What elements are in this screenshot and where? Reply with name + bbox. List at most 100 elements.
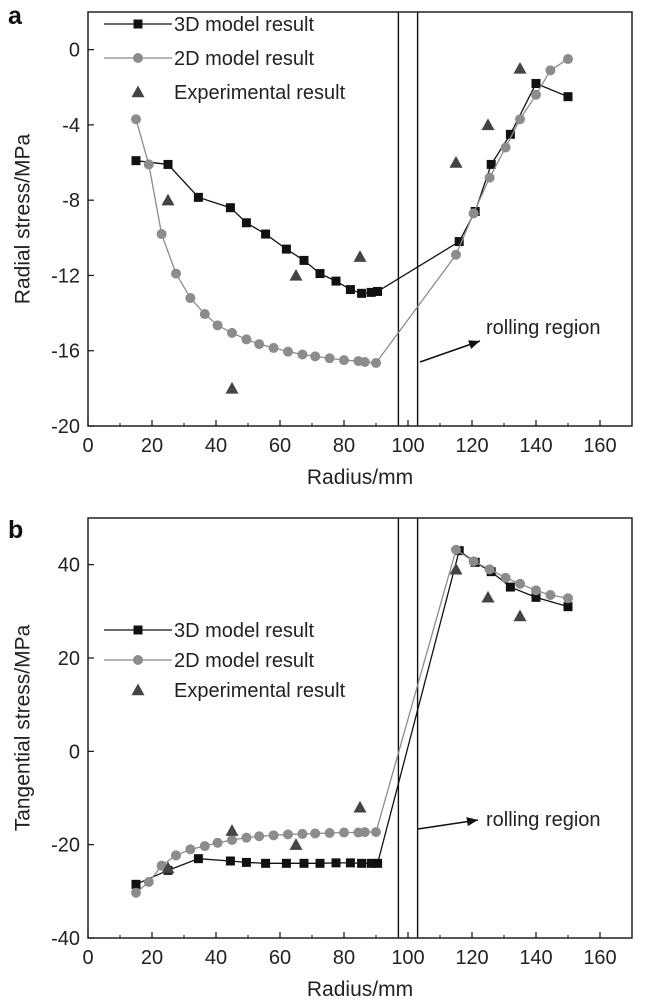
x-axis-label: Radius/mm (307, 466, 413, 489)
y-tick-label: -4 (62, 115, 80, 137)
data-point (486, 159, 496, 169)
x-tick-label: 160 (583, 435, 616, 457)
series-circle (131, 54, 573, 368)
data-point (297, 349, 308, 360)
data-point (353, 250, 367, 262)
data-point (261, 858, 271, 868)
legend-label: 3D model result (174, 620, 315, 642)
data-point (143, 877, 154, 887)
data-point (563, 54, 573, 65)
data-point (193, 192, 203, 202)
data-point (131, 114, 141, 125)
x-tick-label: 20 (141, 435, 163, 457)
data-point (339, 355, 349, 366)
series-line (135, 549, 569, 885)
data-point (545, 65, 556, 76)
x-tick-label: 160 (583, 947, 616, 969)
plot-frame (87, 517, 633, 939)
data-point (299, 858, 309, 868)
x-tick-label: 40 (205, 435, 227, 457)
legend-label: 2D model result (174, 48, 315, 70)
data-point (315, 269, 325, 279)
data-point (513, 609, 527, 622)
data-point (331, 858, 341, 868)
data-point (297, 828, 308, 839)
data-point (505, 582, 515, 592)
x-axis-label: Radius/mm (307, 978, 413, 1001)
panel-b: 0 20 40 60 80 100 120 140 160 40 20 0 -20 -40 Radius/m… (8, 516, 633, 1001)
data-point (481, 118, 495, 131)
x-tick-label: 0 (82, 947, 93, 969)
data-point (212, 837, 223, 848)
data-point (310, 828, 321, 839)
x-tick-label: 20 (141, 947, 163, 969)
data-point (281, 858, 291, 868)
legend: 3D model result 2D model result Experiment… (104, 14, 346, 104)
series-triangle (161, 61, 527, 394)
data-point (254, 831, 265, 842)
data-point (324, 828, 335, 838)
x-tick-label: 100 (391, 435, 424, 457)
data-point (212, 320, 223, 331)
x-tick-label: 60 (269, 947, 291, 969)
data-point (468, 208, 479, 219)
data-point (161, 193, 175, 206)
x-tick-label: 80 (333, 947, 355, 969)
data-point (225, 856, 235, 866)
data-point (359, 357, 370, 368)
data-point (283, 346, 293, 357)
data-point (225, 381, 239, 394)
y-axis-label: Radial stress/MPa (12, 133, 35, 304)
data-point (268, 342, 279, 353)
series-line (135, 548, 569, 894)
data-point (366, 287, 376, 297)
annotation-arrow-head (468, 340, 480, 349)
data-point (241, 857, 251, 867)
data-point (531, 79, 541, 89)
data-point (185, 844, 196, 855)
data-point (449, 156, 463, 168)
legend-marker (133, 19, 143, 29)
data-point (468, 556, 479, 567)
plot-frame (87, 11, 633, 427)
series-triangle (161, 562, 527, 874)
y-tick-label: -40 (51, 928, 80, 950)
x-tick-label: 80 (333, 435, 355, 457)
data-point (515, 578, 525, 589)
legend-label: 3D model result (174, 14, 315, 36)
y-tick-label: 0 (69, 40, 80, 62)
data-point (359, 827, 370, 838)
data-point (563, 92, 573, 102)
data-point (315, 858, 325, 868)
x-tick-label: 140 (519, 947, 552, 969)
annotation-text: rolling region (486, 317, 601, 339)
data-point (454, 237, 464, 247)
legend-marker (131, 683, 145, 696)
data-point (339, 827, 349, 838)
series-square (131, 546, 573, 889)
data-point (563, 602, 573, 612)
data-point (484, 564, 495, 575)
x-tick-label: 140 (519, 435, 552, 457)
data-point (254, 339, 265, 350)
data-point (515, 114, 525, 125)
x-tick-label: 40 (205, 947, 227, 969)
legend-label: Experimental result (174, 82, 346, 104)
y-tick-label: 0 (69, 741, 80, 763)
data-point (331, 276, 341, 286)
rolling-region-annotation: rolling region (417, 809, 601, 831)
data-point (505, 129, 515, 139)
data-point (373, 286, 383, 296)
legend-marker (131, 85, 145, 98)
rolling-region-annotation: rolling region (419, 317, 601, 363)
data-point (353, 800, 367, 813)
y-axis-label: Tangential stress/MPa (12, 624, 35, 831)
x-tick-label: 0 (82, 435, 93, 457)
data-point (531, 592, 541, 602)
data-point (225, 824, 239, 836)
panel-a: 0 20 40 60 80 100 120 140 160 0 -4 -8 -12 -16 -20 Radiu… (8, 2, 633, 489)
data-point (484, 172, 495, 183)
data-point (357, 288, 367, 298)
data-point (289, 838, 303, 850)
